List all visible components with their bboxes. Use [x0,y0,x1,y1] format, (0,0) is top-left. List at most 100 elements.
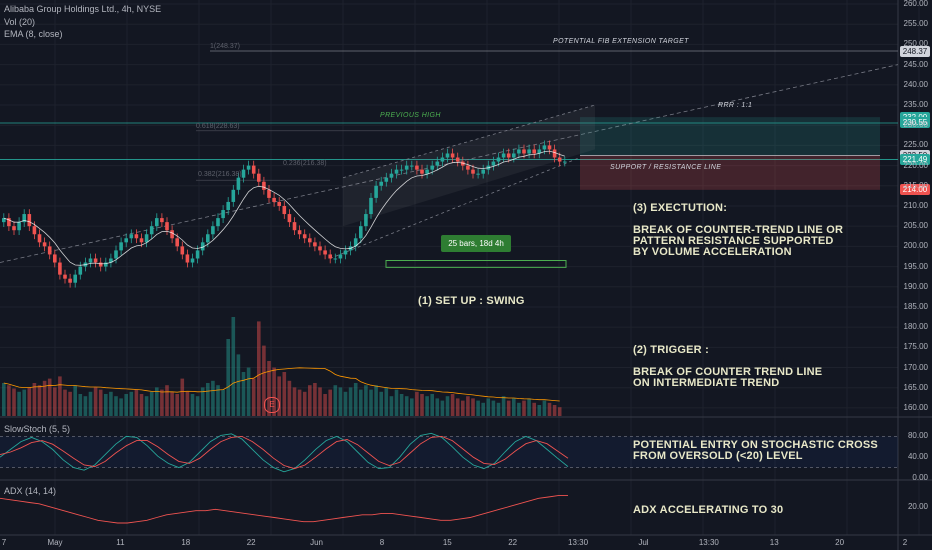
volume-bar [98,389,103,416]
volume-bar [353,383,358,416]
volume-bar [359,389,363,416]
volume-bar [47,378,52,416]
volume-bar [149,391,154,416]
x-tick-label: 7 [1,538,7,547]
candle [180,246,185,255]
chart-title[interactable]: Alibaba Group Holdings Ltd., 4h, NYSE [4,4,162,14]
volume-bar [343,391,348,416]
candle [221,210,225,219]
volume-bar [119,398,123,416]
candle [501,153,506,158]
volume-bar [170,391,174,416]
fib-target-label: POTENTIAL FIB EXTENSION TARGET [553,38,689,45]
volume-bar [83,396,88,416]
candle [527,149,531,154]
volume-bar [384,387,389,416]
volume-bar [287,380,292,416]
volume-bar [369,389,373,416]
candle [170,230,174,239]
ema-path [3,150,565,266]
candle [190,258,195,263]
fib-label-0236: 0.236(216.38) [283,160,327,167]
volume-bar [175,394,179,416]
earnings-event-marker[interactable]: E [264,397,280,413]
volume-bar [292,387,297,416]
adx-panel [0,495,568,524]
volume-bar [338,387,343,416]
candle [226,201,230,211]
candle [104,262,108,267]
execution-note: (3) EXECTUTION: BREAK OF COUNTER-TREND L… [633,202,844,258]
volume-bar [323,394,327,416]
volume-bar [236,354,241,416]
candle [195,250,200,259]
adx-label[interactable]: ADX (14, 14) [4,486,57,496]
candle [394,169,399,174]
x-tick-label: Jun [310,538,323,547]
entry-note: POTENTIAL ENTRY ON STOCHASTIC CROSS FROM… [633,439,878,462]
y-tick-label: 195.00 [903,261,928,271]
volume-bar [527,398,531,416]
volume-bar [399,394,404,416]
volume-bar [440,400,445,416]
candle [455,157,460,162]
stoch-label[interactable]: SlowStoch (5, 5) [4,424,71,434]
fib-label-0618: 0.618(228.63) [196,123,240,130]
volume-legend[interactable]: Vol (20) [4,17,36,27]
volume-bar [42,380,47,416]
volume-bar [430,394,434,416]
candle [22,214,26,223]
candle [313,242,317,247]
volume-bar [185,391,190,416]
y-tick-label: 240.00 [903,79,928,89]
volume-bar [73,385,77,416]
candle [450,153,455,158]
volume-bar [180,378,185,416]
volume-bar [37,385,42,416]
volume-bar [328,389,332,416]
volume-bar [231,317,236,416]
candle [379,181,383,186]
candle [129,234,134,239]
volume-bar [246,367,251,416]
x-tick-label: 15 [442,538,452,547]
y-tick-label: 215.00 [903,180,928,190]
ema-legend[interactable]: EMA (8, close) [4,29,63,39]
candle [257,173,261,182]
candle [308,238,312,243]
volume-bar [404,396,409,416]
candle [282,205,287,215]
y-tick-label: 245.00 [903,59,928,69]
y-tick-label: 175.00 [903,342,928,352]
volume-bar [165,385,169,416]
x-tick-label: 20 [835,538,845,547]
y-tick-label: 225.00 [903,140,928,150]
adx-note: ADX ACCELERATING TO 30 [633,504,784,516]
volume-bar [109,391,113,416]
candle [185,254,190,263]
volume-bar [435,398,440,416]
volume-bar [277,376,281,416]
volume-bar [27,387,32,416]
channel-top [342,104,596,179]
candle [58,262,62,275]
candle [333,258,338,260]
volume-bar [78,394,83,416]
stoch-tick-label: 0.00 [912,473,928,482]
volume-bar [257,321,261,416]
y-tick-label: 180.00 [903,322,928,332]
candle [517,149,521,154]
bars-badge: 25 bars, 18d 4h [441,235,511,252]
volume-bar [63,389,67,416]
trend-line-dashed [0,64,899,263]
candle [200,242,205,251]
candle [262,181,266,190]
candle [114,250,118,259]
candle [155,218,159,227]
volume-ma [3,367,560,402]
channel-bottom [329,157,581,259]
volume-bar [379,391,383,416]
x-tick-label: 22 [246,538,256,547]
volume-bar [501,396,506,416]
